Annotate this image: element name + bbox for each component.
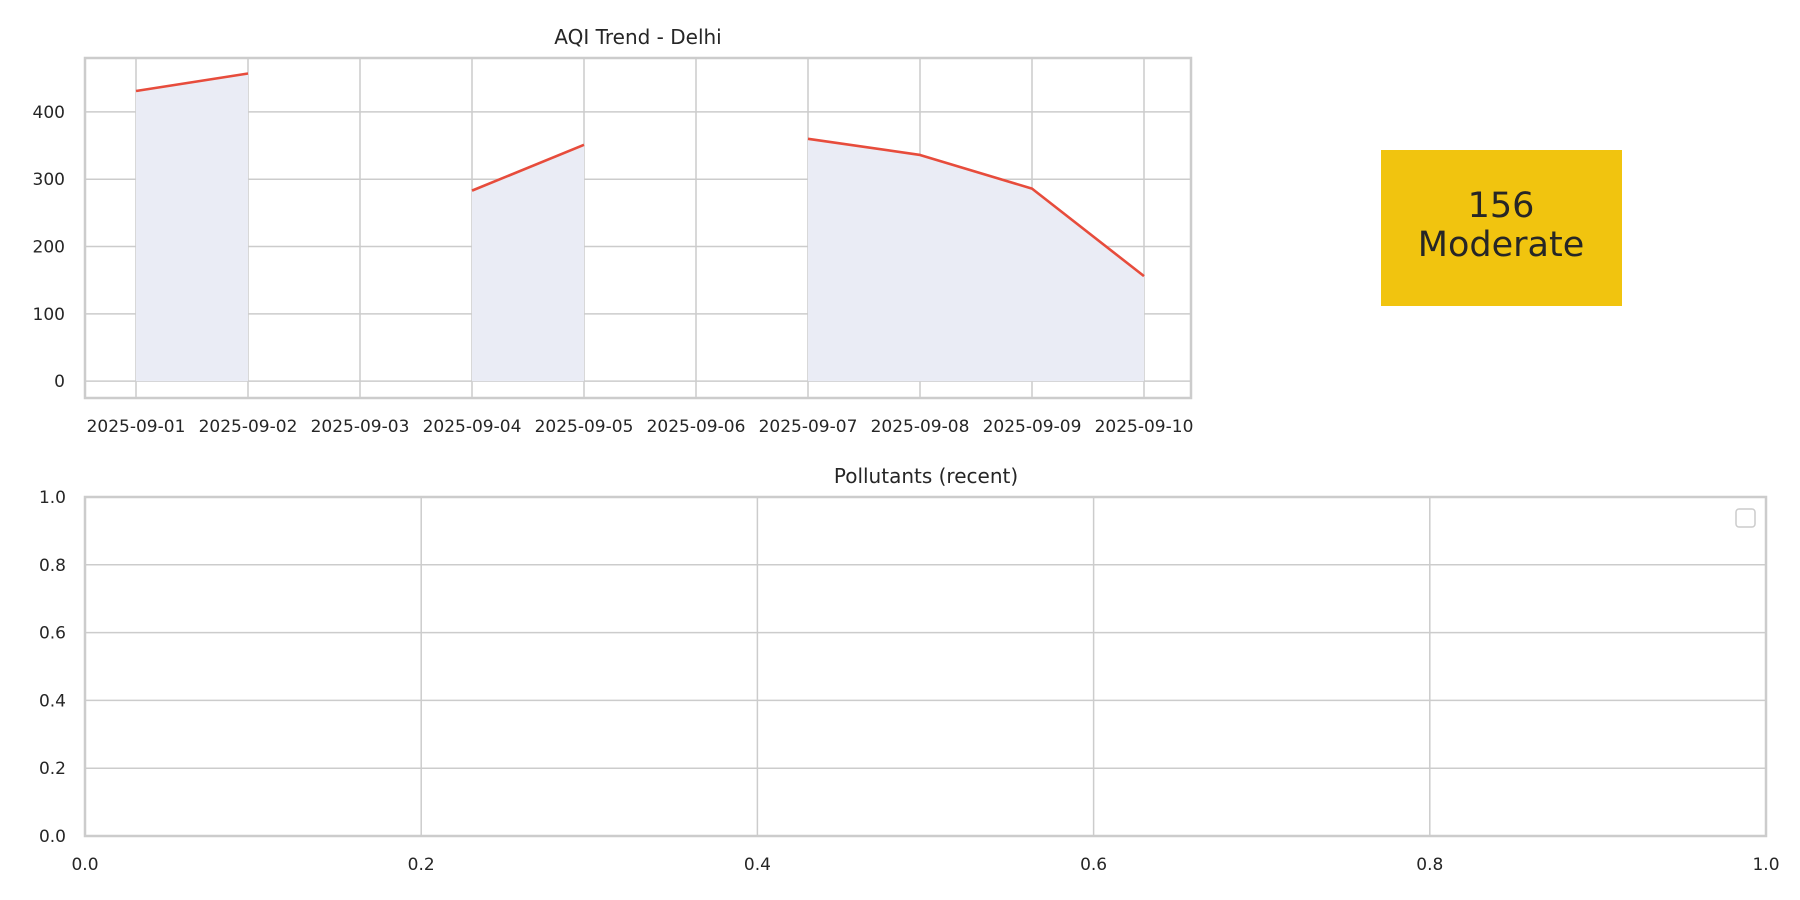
pollutants-y-ticks: 0.0 0.2 0.4 0.6 0.8 1.0: [39, 488, 66, 847]
pollutants-y-tick-label: 1.0: [39, 488, 66, 508]
aqi-trend-x-tick-label: 2025-09-01: [87, 417, 186, 437]
aqi-trend-x-tick-label: 2025-09-02: [199, 417, 298, 437]
aqi-line-segment: [135, 72, 249, 93]
aqi-badge: 156 Moderate: [1381, 150, 1622, 306]
aqi-area-segment: [808, 138, 1144, 382]
aqi-trend-x-tick-label: 2025-09-09: [983, 417, 1082, 437]
pollutants-grid: [84, 496, 1767, 837]
pollutants-legend: [1735, 508, 1756, 528]
aqi-trend-x-tick-label: 2025-09-06: [647, 417, 746, 437]
aqi-trend-y-tick-label: 100: [33, 305, 65, 325]
pollutants-x-tick-label: 0.0: [71, 855, 98, 875]
aqi-trend-plot-frame: [83, 56, 1193, 400]
aqi-area-segment: [136, 73, 248, 382]
aqi-trend-lines: [135, 72, 1145, 278]
pollutants-y-tick-label: 0.8: [39, 556, 66, 576]
aqi-area-segment: [472, 144, 584, 382]
pollutants-x-tick-label: 0.8: [1416, 855, 1443, 875]
pollutants-x-tick-label: 0.4: [744, 855, 771, 875]
aqi-trend-title: AQI Trend - Delhi: [554, 25, 722, 49]
aqi-badge-value: 156: [1468, 186, 1535, 226]
pollutants-chart: Pollutants (recent) 0.0 0.2 0.4 0.6 0.8 1.0 0…: [39, 464, 1780, 875]
pollutants-y-tick-label: 0.0: [39, 827, 66, 847]
aqi-trend-x-ticks: 2025-09-01 2025-09-02 2025-09-03 2025-09-04…: [87, 417, 1194, 437]
pollutants-y-tick-label: 0.4: [39, 691, 66, 711]
aqi-trend-x-tick-label: 2025-09-04: [423, 417, 522, 437]
aqi-trend-x-tick-label: 2025-09-10: [1095, 417, 1194, 437]
aqi-trend-y-tick-label: 0: [54, 372, 65, 392]
aqi-trend-x-tick-label: 2025-09-07: [759, 417, 858, 437]
pollutants-y-tick-label: 0.6: [39, 624, 66, 644]
aqi-trend-x-tick-label: 2025-09-05: [535, 417, 634, 437]
aqi-badge-category: Moderate: [1418, 225, 1584, 265]
aqi-trend-chart: AQI Trend - Delhi 0 100 200 300 400 2025-09-…: [33, 25, 1194, 437]
aqi-trend-y-tick-label: 300: [33, 170, 65, 190]
aqi-trend-x-tick-label: 2025-09-08: [871, 417, 970, 437]
aqi-trend-y-ticks: 0 100 200 300 400: [33, 103, 65, 392]
pollutants-plot-frame: [83, 495, 1768, 838]
aqi-trend-y-tick-label: 400: [33, 103, 65, 123]
aqi-badge-box: [1381, 150, 1622, 306]
aqi-trend-area: [136, 73, 1144, 382]
pollutants-x-tick-label: 1.0: [1752, 855, 1779, 875]
aqi-trend-y-tick-label: 200: [33, 238, 65, 258]
pollutants-title: Pollutants (recent): [834, 464, 1018, 488]
pollutants-x-tick-label: 0.2: [408, 855, 435, 875]
aqi-line-segment: [471, 143, 585, 192]
pollutants-x-tick-label: 0.6: [1080, 855, 1107, 875]
pollutants-y-tick-label: 0.2: [39, 759, 66, 779]
pollutants-x-ticks: 0.0 0.2 0.4 0.6 0.8 1.0: [71, 855, 1779, 875]
aqi-trend-x-tick-label: 2025-09-03: [311, 417, 410, 437]
aqi-line-segment: [807, 137, 1145, 278]
